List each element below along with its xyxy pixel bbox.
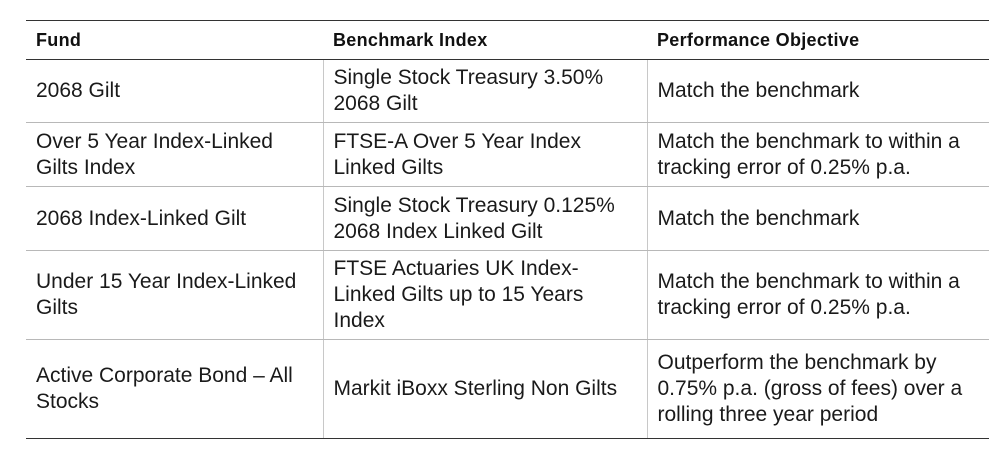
objective-cell: Outperform the benchmark by 0.75% p.a. (… <box>646 339 989 439</box>
benchmark-cell: Single Stock Treasury 0.125% 2068 Index … <box>322 186 647 251</box>
fund-cell: 2068 Index-Linked Gilt <box>26 186 323 251</box>
header-benchmark-index: Benchmark Index <box>323 20 647 60</box>
benchmark-cell: Markit iBoxx Sterling Non Gilts <box>322 339 647 439</box>
fund-cell: Under 15 Year Index-Linked Gilts <box>26 250 323 340</box>
table-row: Active Corporate Bond – All Stocks Marki… <box>26 339 989 439</box>
fund-benchmark-table: Fund Benchmark Index Performance Objecti… <box>26 20 989 439</box>
benchmark-cell: FTSE-A Over 5 Year Index Linked Gilts <box>322 122 647 187</box>
fund-cell: Over 5 Year Index-Linked Gilts Index <box>26 122 323 187</box>
table-row: Over 5 Year Index-Linked Gilts Index FTS… <box>26 122 989 187</box>
benchmark-cell: FTSE Actuaries UK Index-Linked Gilts up … <box>322 250 647 340</box>
fund-cell: Active Corporate Bond – All Stocks <box>26 339 323 439</box>
objective-cell: Match the benchmark to within a tracking… <box>646 250 989 340</box>
header-performance-objective: Performance Objective <box>647 20 989 60</box>
fund-cell: 2068 Gilt <box>26 59 323 123</box>
header-fund: Fund <box>26 20 323 60</box>
table-row: 2068 Gilt Single Stock Treasury 3.50% 20… <box>26 59 989 123</box>
objective-cell: Match the benchmark <box>646 59 989 123</box>
benchmark-cell: Single Stock Treasury 3.50% 2068 Gilt <box>322 59 647 123</box>
objective-cell: Match the benchmark <box>646 186 989 251</box>
table-row: Under 15 Year Index-Linked Gilts FTSE Ac… <box>26 250 989 340</box>
table-header-row: Fund Benchmark Index Performance Objecti… <box>26 20 989 60</box>
table-row: 2068 Index-Linked Gilt Single Stock Trea… <box>26 186 989 251</box>
objective-cell: Match the benchmark to within a tracking… <box>646 122 989 187</box>
